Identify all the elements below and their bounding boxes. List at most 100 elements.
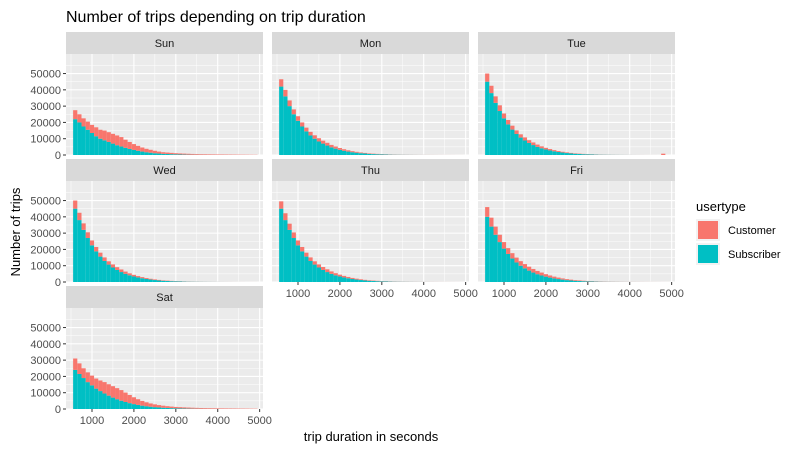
bar-customer [527,140,532,143]
bar-customer [556,277,561,280]
facet-strip-mon [272,32,469,54]
bar-subscriber [73,208,78,282]
bar-subscriber [304,131,309,155]
bar-customer [543,147,548,150]
bar-customer [527,266,532,271]
bar-customer [283,89,288,97]
y-tick-label: 10000 [30,261,61,273]
bar-customer [312,261,317,265]
bar-customer [224,408,229,409]
bar-subscriber [518,137,523,155]
bar-subscriber [354,279,359,282]
y-tick-label: 30000 [30,101,61,113]
bar-subscriber [354,152,359,155]
bar-subscriber [535,146,540,155]
bar-subscriber [115,399,120,409]
bar-subscriber [85,382,90,409]
bar-customer [102,257,107,261]
bar-customer [98,380,103,392]
bar-customer [287,223,292,230]
bar-customer [362,152,368,154]
bar-customer [207,154,212,155]
facet-label-sun: Sun [155,38,175,50]
bar-subscriber [144,152,149,155]
bar-subscriber [106,141,111,155]
bar-customer [152,150,157,154]
bar-customer [186,407,191,409]
bar-customer [564,152,569,154]
bar-subscriber [73,369,78,409]
bar-customer [522,137,528,141]
y-tick-label: 50000 [30,69,61,81]
bar-customer [581,280,586,282]
bar-subscriber [81,126,86,155]
bar-customer [295,116,301,121]
bar-customer [144,402,149,407]
bar-customer [329,144,334,148]
x-tick-label: 2000 [328,288,352,300]
x-tick-label: 3000 [576,288,600,300]
bar-subscriber [333,275,338,282]
bar-subscriber [77,122,82,155]
bar-customer [215,408,220,409]
bar-subscriber [156,153,162,155]
bar-customer [346,276,351,279]
bar-subscriber [497,242,502,282]
x-tick-label: 1000 [286,288,310,300]
bar-subscriber [577,154,582,155]
bar-subscriber [501,248,507,282]
panel-sat: Sat 0 10000 20000 30000 40000 50000 1000 2000 300… [30,286,272,427]
bar-subscriber [300,251,305,282]
bar-subscriber [493,234,498,282]
x-tick-label: 1000 [492,288,516,300]
y-axis-label: Number of trips [8,187,23,276]
bar-customer [577,280,582,282]
facet-label-thu: Thu [361,165,380,177]
bar-customer [89,375,95,386]
bar-subscriber [312,138,317,155]
y-tick-label: 40000 [30,339,61,351]
bar-subscriber [316,141,322,155]
bar-customer [140,147,145,152]
bar-customer [211,408,216,409]
bar-subscriber [115,269,120,282]
bar-subscriber [556,151,561,155]
bar-customer [169,406,174,409]
bar-customer [194,154,199,155]
bar-customer [131,144,136,150]
bar-customer [291,232,296,239]
bar-customer [493,96,498,103]
bar-subscriber [279,208,284,282]
bar-customer [165,152,170,155]
bar-subscriber [485,81,490,155]
bar-subscriber [493,102,498,155]
y-tick-label: 10000 [30,134,61,146]
bar-customer [77,363,82,374]
bar-customer [325,142,330,146]
bar-subscriber [98,391,103,409]
bar-customer [308,131,313,136]
bar-subscriber [85,129,90,155]
bar-subscriber [140,405,145,409]
bar-customer [522,264,528,269]
y-tick-label: 10000 [30,388,61,400]
bar-customer [316,138,322,142]
bar-subscriber [140,278,145,282]
bar-subscriber [283,96,288,155]
bar-subscriber [77,373,82,409]
legend-label-subscriber: Subscriber [728,249,781,261]
bar-customer [173,406,178,409]
bar-customer [131,397,136,405]
bar-subscriber [152,280,157,282]
bar-subscriber [173,281,178,282]
bar-customer [556,151,561,152]
legend: usertype Customer Subscriber [696,199,781,265]
x-tick-label: 3000 [370,288,394,300]
bar-customer [177,153,183,155]
bar-subscriber [341,277,347,282]
y-tick-label: 20000 [30,244,61,256]
bar-customer [144,278,149,279]
bar-customer [531,268,536,273]
bar-customer [148,149,153,153]
bar-customer [547,275,553,278]
